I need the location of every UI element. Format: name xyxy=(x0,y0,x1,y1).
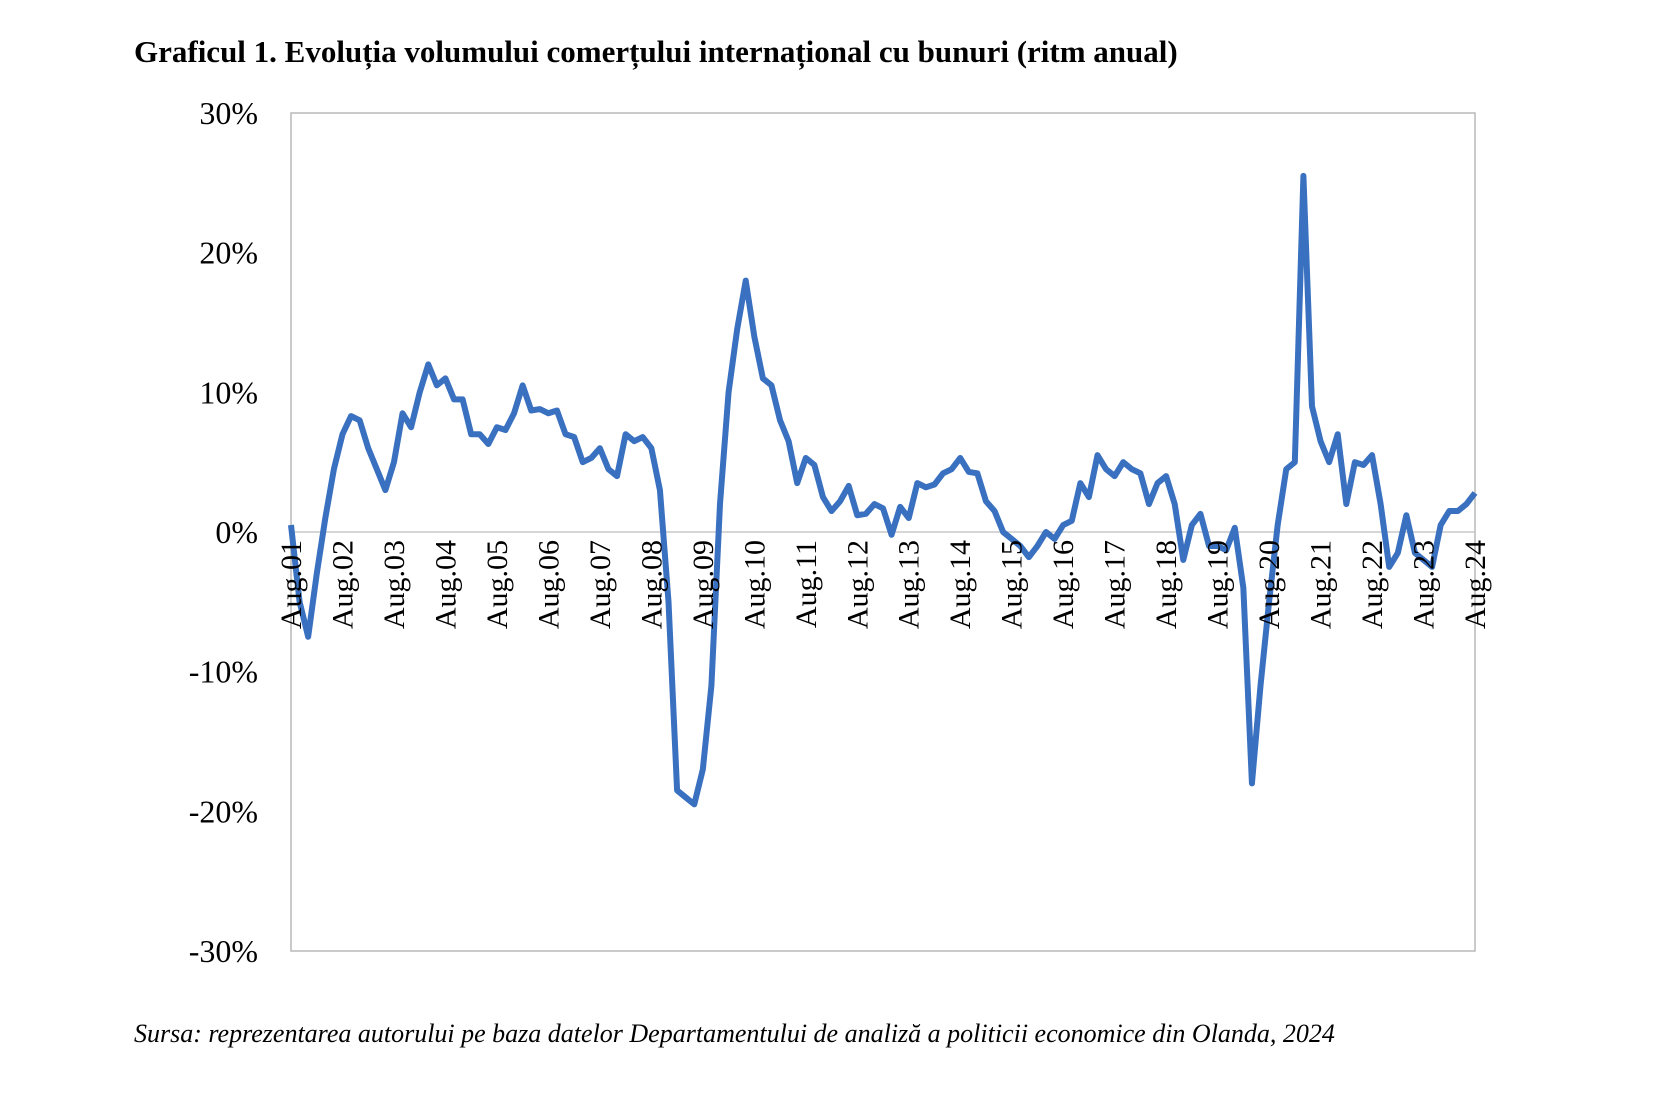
x-tick-label: Aug.11 xyxy=(790,540,823,628)
x-tick-label: Aug.23 xyxy=(1408,540,1441,629)
x-tick-label: Aug.05 xyxy=(481,540,514,629)
x-tick-label: Aug.24 xyxy=(1459,540,1492,629)
x-tick-label: Aug.10 xyxy=(738,540,771,629)
y-tick-label: -20% xyxy=(189,793,258,829)
x-tick-label: Aug.22 xyxy=(1356,540,1389,629)
x-tick-label: Aug.08 xyxy=(635,540,668,629)
x-tick-label: Aug.03 xyxy=(378,540,411,629)
x-tick-label: Aug.06 xyxy=(532,540,565,629)
x-tick-label: Aug.14 xyxy=(944,540,977,629)
x-tick-label: Aug.20 xyxy=(1253,540,1286,629)
y-tick-label: 10% xyxy=(199,374,258,410)
x-tick-label: Aug.16 xyxy=(1047,540,1080,629)
data-line xyxy=(288,172,1478,808)
source-note: Sursa: reprezentarea autorului pe baza d… xyxy=(134,1019,1335,1048)
x-tick-label: Aug.04 xyxy=(429,540,462,629)
x-tick-label: Aug.17 xyxy=(1099,540,1132,629)
x-tick-label: Aug.02 xyxy=(326,540,359,629)
x-tick-label: Aug.15 xyxy=(996,540,1029,629)
x-tick-label: Aug.09 xyxy=(687,540,720,629)
x-tick-label: Aug.12 xyxy=(841,540,874,629)
x-tick-label: Aug.13 xyxy=(893,540,926,629)
y-tick-label: 30% xyxy=(199,95,258,131)
y-tick-label: -10% xyxy=(189,654,258,690)
x-tick-label: Aug.19 xyxy=(1202,540,1235,629)
y-tick-label: 0% xyxy=(215,514,258,550)
x-tick-label: Aug.01 xyxy=(275,540,308,629)
chart: -30% -20% -10% 0% 10% 20% 30% Aug.01 Aug.02 Aug.0… xyxy=(189,95,1492,969)
y-tick-label: 20% xyxy=(199,235,258,271)
y-tick-label: -30% xyxy=(189,933,258,969)
chart-title: Graficul 1. Evoluția volumului comerțulu… xyxy=(134,34,1178,69)
x-tick-label: Aug.18 xyxy=(1150,540,1183,629)
x-tick-label: Aug.21 xyxy=(1305,540,1338,629)
x-tick-label: Aug.07 xyxy=(584,540,617,629)
